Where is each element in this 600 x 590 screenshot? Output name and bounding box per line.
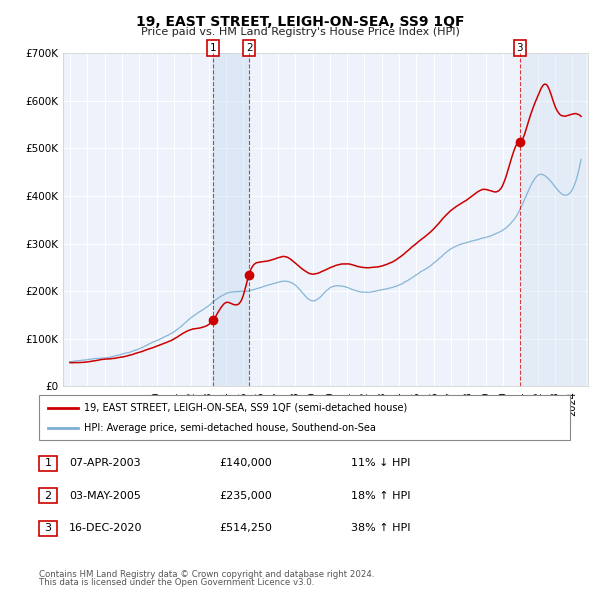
Text: 38% ↑ HPI: 38% ↑ HPI — [351, 523, 410, 533]
Text: 1: 1 — [44, 458, 52, 468]
Text: HPI: Average price, semi-detached house, Southend-on-Sea: HPI: Average price, semi-detached house,… — [84, 424, 376, 434]
Text: £514,250: £514,250 — [219, 523, 272, 533]
Text: 18% ↑ HPI: 18% ↑ HPI — [351, 491, 410, 501]
Text: 07-APR-2003: 07-APR-2003 — [69, 458, 140, 468]
Bar — [213, 53, 249, 386]
Text: 16-DEC-2020: 16-DEC-2020 — [69, 523, 143, 533]
Text: £140,000: £140,000 — [219, 458, 272, 468]
Text: 03-MAY-2005: 03-MAY-2005 — [69, 491, 141, 501]
Bar — [520, 53, 586, 386]
Text: Price paid vs. HM Land Registry's House Price Index (HPI): Price paid vs. HM Land Registry's House … — [140, 27, 460, 37]
Text: £235,000: £235,000 — [219, 491, 272, 501]
Text: This data is licensed under the Open Government Licence v3.0.: This data is licensed under the Open Gov… — [39, 578, 314, 587]
Text: 2: 2 — [246, 43, 253, 53]
Text: 3: 3 — [44, 523, 52, 533]
Text: Contains HM Land Registry data © Crown copyright and database right 2024.: Contains HM Land Registry data © Crown c… — [39, 570, 374, 579]
Text: 1: 1 — [210, 43, 217, 53]
Text: 19, EAST STREET, LEIGH-ON-SEA, SS9 1QF (semi-detached house): 19, EAST STREET, LEIGH-ON-SEA, SS9 1QF (… — [84, 403, 407, 412]
Text: 2: 2 — [44, 491, 52, 501]
Text: 11% ↓ HPI: 11% ↓ HPI — [351, 458, 410, 468]
Text: 3: 3 — [517, 43, 523, 53]
Text: 19, EAST STREET, LEIGH-ON-SEA, SS9 1QF: 19, EAST STREET, LEIGH-ON-SEA, SS9 1QF — [136, 15, 464, 29]
